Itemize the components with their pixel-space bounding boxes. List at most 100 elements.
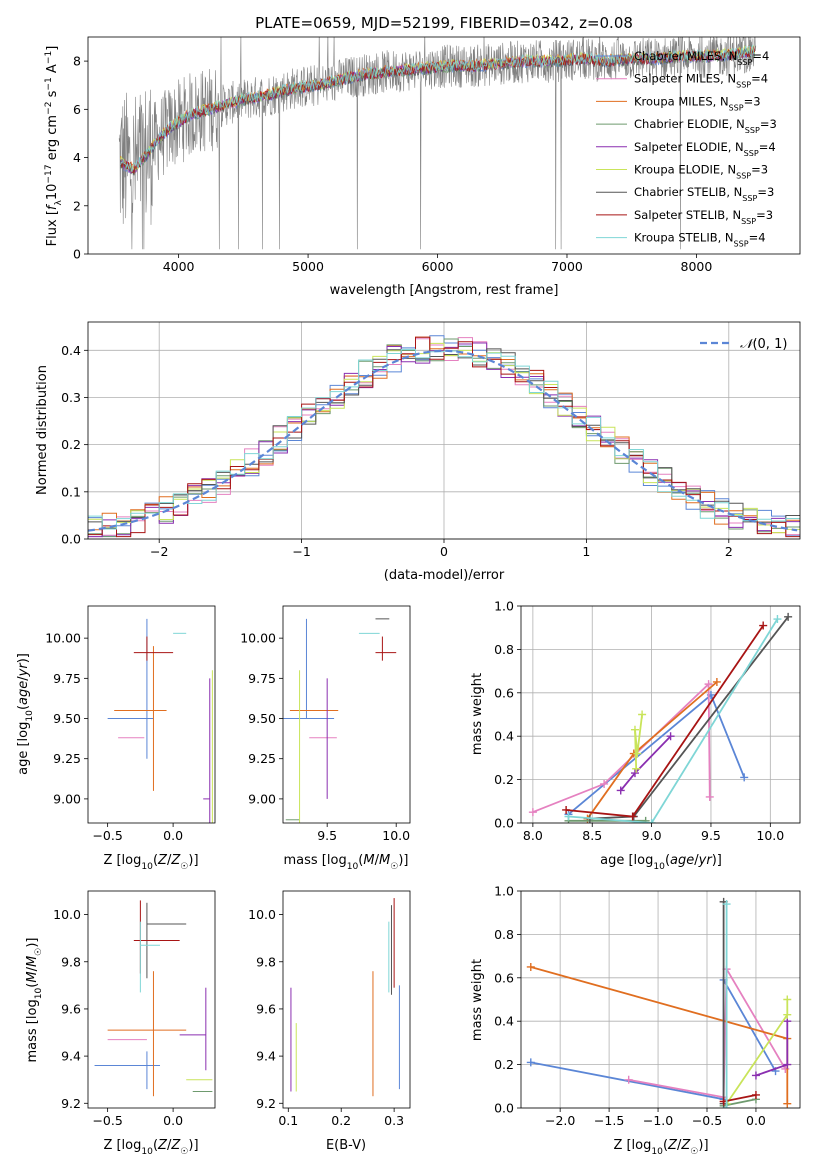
y-tick-label: 6 bbox=[73, 102, 81, 117]
weight-vs-age-axes bbox=[521, 605, 800, 824]
weight-vs-age-ticks: 8.0 8.5 9.0 9.5 10.0 0.0 0.2 0.4 0.6 0.8 1.0 bbox=[494, 599, 784, 844]
legend-label: Kroupa STELIB, NSSP=4 bbox=[634, 231, 766, 249]
weight-line-chabrier-miles bbox=[567, 693, 746, 815]
weight-marker bbox=[705, 792, 714, 801]
x-axis-label: Z [log10(Z/Z☉)] bbox=[103, 1138, 198, 1157]
y-tick-label: 9.25 bbox=[53, 751, 81, 766]
x-tick-label: 2 bbox=[725, 544, 733, 559]
y-axis-label: mass weight bbox=[470, 959, 485, 1041]
x-tick-label: 0.1 bbox=[278, 1113, 298, 1128]
weight-marker bbox=[641, 816, 650, 823]
weight-line-salpeter-stelib bbox=[723, 1094, 757, 1103]
y-tick-label: 0.6 bbox=[494, 685, 514, 700]
y-tick-label: 9.8 bbox=[256, 954, 276, 969]
x-tick-label: 8.5 bbox=[582, 828, 602, 843]
weight-line-salpeter-miles bbox=[628, 965, 787, 1099]
weight-marker bbox=[783, 1010, 792, 1019]
weight-marker bbox=[784, 612, 793, 621]
x-tick-label: 10.0 bbox=[382, 828, 410, 843]
y-tick-label: 9.00 bbox=[248, 791, 276, 806]
spectrum-plot-area bbox=[118, 37, 757, 250]
weight-marker bbox=[722, 900, 731, 909]
x-tick-label: 0 bbox=[440, 544, 448, 559]
y-tick-label: 0.1 bbox=[61, 484, 81, 499]
y-tick-label: 4 bbox=[73, 150, 81, 165]
legend-label: Salpeter ELODIE, NSSP=4 bbox=[634, 140, 776, 158]
y-tick-label: 8 bbox=[73, 54, 81, 69]
weight-marker bbox=[630, 769, 639, 778]
y-tick-label: 9.75 bbox=[53, 671, 81, 686]
x-tick-label: 9.5 bbox=[701, 828, 721, 843]
x-axis-label: mass [log10(M/M☉)] bbox=[284, 853, 409, 872]
weight-vs-Z-ticks: −2.0 −1.5 −1.0 −0.5 0.0 0.0 0.2 0.4 0.6 0.8 1.0 bbox=[494, 884, 766, 1129]
legend-label: Chabrier STELIB, NSSP=3 bbox=[634, 185, 774, 203]
weight-marker bbox=[712, 677, 721, 686]
weight-marker bbox=[783, 1099, 792, 1108]
y-tick-label: 0.8 bbox=[494, 927, 514, 942]
x-axis-label: Z [log10(Z/Z☉)] bbox=[103, 853, 198, 872]
x-tick-label: 1 bbox=[582, 544, 590, 559]
legend-label: 𝒩(0, 1) bbox=[740, 337, 787, 352]
age-vs-mass-ticks: 9.5 10.0 9.00 9.25 9.50 9.75 10.00 bbox=[240, 631, 410, 843]
y-tick-label: 9.2 bbox=[256, 1096, 276, 1111]
y-tick-label: 0.3 bbox=[61, 390, 81, 405]
y-tick-label: 10.0 bbox=[248, 907, 276, 922]
weight-marker bbox=[638, 710, 647, 719]
y-tick-label: 0.0 bbox=[61, 532, 81, 547]
residuals-plot-area bbox=[88, 335, 800, 538]
y-tick-label: 0.2 bbox=[61, 437, 81, 452]
y-tick-label: 10.00 bbox=[240, 631, 276, 646]
weight-marker bbox=[751, 1071, 760, 1080]
legend-label: Kroupa MILES, NSSP=3 bbox=[634, 94, 761, 112]
x-axis-label: (data-model)/error bbox=[384, 568, 505, 583]
y-tick-label: 10.0 bbox=[53, 907, 81, 922]
weight-line-chabrier-miles bbox=[530, 976, 777, 1101]
y-tick-label: 0 bbox=[73, 247, 81, 262]
weight-marker bbox=[526, 962, 535, 971]
weight-marker bbox=[759, 621, 768, 630]
model-line-chabrier-stelib bbox=[120, 47, 755, 176]
x-tick-label: 0.0 bbox=[746, 1113, 766, 1128]
y-tick-label: 9.6 bbox=[61, 1001, 81, 1016]
y-axis-label: Normed distribution bbox=[35, 365, 50, 495]
x-tick-label: 8.0 bbox=[523, 828, 543, 843]
x-tick-label: 0.0 bbox=[163, 828, 183, 843]
x-tick-label: 6000 bbox=[422, 259, 454, 274]
y-tick-label: 0.4 bbox=[494, 729, 514, 744]
model-line-kroupa-stelib bbox=[120, 44, 756, 172]
residuals-frame bbox=[87, 321, 801, 540]
y-tick-label: 0.6 bbox=[494, 970, 514, 985]
weight-marker bbox=[783, 1060, 792, 1069]
y-tick-label: 9.50 bbox=[248, 711, 276, 726]
y-tick-label: 9.25 bbox=[248, 751, 276, 766]
legend bbox=[596, 55, 627, 239]
age-vs-Z-ticks: −0.5 0.0 9.00 9.25 9.50 9.75 10.00 bbox=[45, 631, 183, 843]
weight-marker bbox=[616, 786, 625, 795]
y-tick-label: 1.0 bbox=[494, 884, 514, 899]
y-tick-label: 1.0 bbox=[494, 599, 514, 614]
y-tick-label: 9.50 bbox=[53, 711, 81, 726]
weight-marker bbox=[666, 732, 675, 741]
weight-marker bbox=[600, 779, 609, 788]
mass-vs-EBV-plot-area bbox=[290, 898, 400, 1097]
weight-marker bbox=[628, 812, 637, 821]
weight-marker bbox=[528, 808, 537, 817]
legend-label: Chabrier MILES, NSSP=4 bbox=[634, 49, 769, 67]
x-tick-label: 0.0 bbox=[163, 1113, 183, 1128]
y-tick-label: 9.4 bbox=[256, 1049, 276, 1064]
age-vs-Z-frame bbox=[87, 605, 216, 824]
mass-vs-Z-ticks: −0.5 0.0 9.2 9.4 9.6 9.8 10.0 bbox=[53, 907, 183, 1128]
x-tick-label: −2 bbox=[150, 544, 168, 559]
weight-line-kroupa-miles bbox=[586, 681, 718, 820]
y-tick-label: 9.00 bbox=[53, 791, 81, 806]
weight-marker bbox=[526, 1058, 535, 1067]
y-tick-label: 9.4 bbox=[61, 1049, 81, 1064]
legend-label: Chabrier ELODIE, NSSP=3 bbox=[634, 117, 777, 135]
x-axis-label: E(B-V) bbox=[326, 1138, 366, 1153]
weight-line-kroupa-stelib bbox=[568, 618, 779, 823]
y-tick-label: 9.6 bbox=[256, 1001, 276, 1016]
x-tick-label: 9.0 bbox=[642, 828, 662, 843]
weight-marker bbox=[632, 764, 641, 773]
x-axis-label: age [log10(age/yr)] bbox=[600, 853, 722, 872]
y-tick-label: 0.0 bbox=[494, 1101, 514, 1116]
